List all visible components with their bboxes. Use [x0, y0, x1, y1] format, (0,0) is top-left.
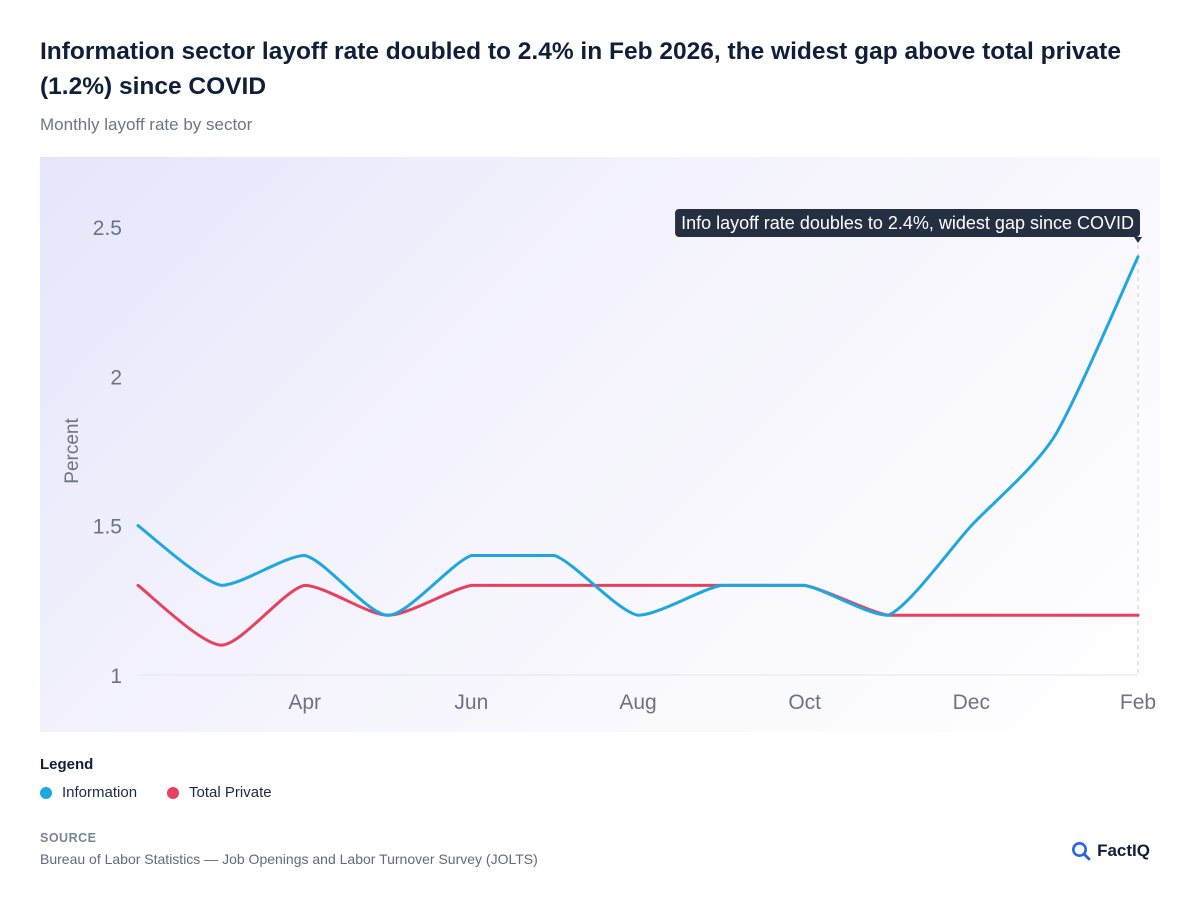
annotation-box [675, 209, 1140, 237]
x-tick-label: Dec [953, 691, 990, 714]
brand-logo: FactIQ [1071, 841, 1150, 861]
legend-title: Legend [40, 756, 94, 773]
series-line-information [136, 255, 1140, 617]
y-tick-label: 2.5 [93, 217, 122, 240]
magnifier-icon [1072, 842, 1091, 861]
y-tick-label: 1.5 [93, 516, 122, 539]
legend-label-total-private: Total Private [189, 784, 272, 801]
legend-dot-total-private [167, 786, 180, 799]
chart-area: 1 1.5 2 2.5 Percent Apr Jun Aug Oct Dec Feb Info la… [40, 157, 1160, 732]
brand-name: FactIQ [1097, 841, 1150, 860]
chart-subtitle: Monthly layoff rate by sector [40, 115, 253, 134]
x-tick-label: Jun [454, 691, 488, 714]
legend-label-information: Information [62, 784, 138, 801]
annotation-pointer [1134, 237, 1142, 243]
legend-dot-information [40, 786, 52, 799]
y-tick-label: 2 [110, 366, 122, 389]
x-tick-label: Apr [288, 691, 321, 714]
line-chart: 1 1.5 2 2.5 Percent Apr Jun Aug Oct Dec Feb Info la… [62, 209, 1156, 714]
legend-item-information: Information [40, 784, 137, 801]
source-label: SOURCE [40, 831, 97, 845]
x-tick-label: Feb [1120, 691, 1156, 714]
annotation-label: Info layoff rate doubles to 2.4%, widest… [681, 213, 1134, 233]
legend: Information Total Private [40, 784, 302, 801]
legend-item-total-private: Total Private [167, 784, 272, 801]
x-tick-label: Oct [788, 691, 821, 714]
series-line-total-private [136, 583, 1140, 647]
chart-title: Information sector layoff rate doubled t… [40, 38, 1121, 100]
y-axis-label: Percent [62, 418, 83, 484]
x-tick-label: Aug [619, 691, 656, 714]
y-tick-label: 1 [110, 665, 122, 688]
source-text: Bureau of Labor Statistics — Job Opening… [40, 851, 538, 867]
annotation [675, 209, 1142, 243]
